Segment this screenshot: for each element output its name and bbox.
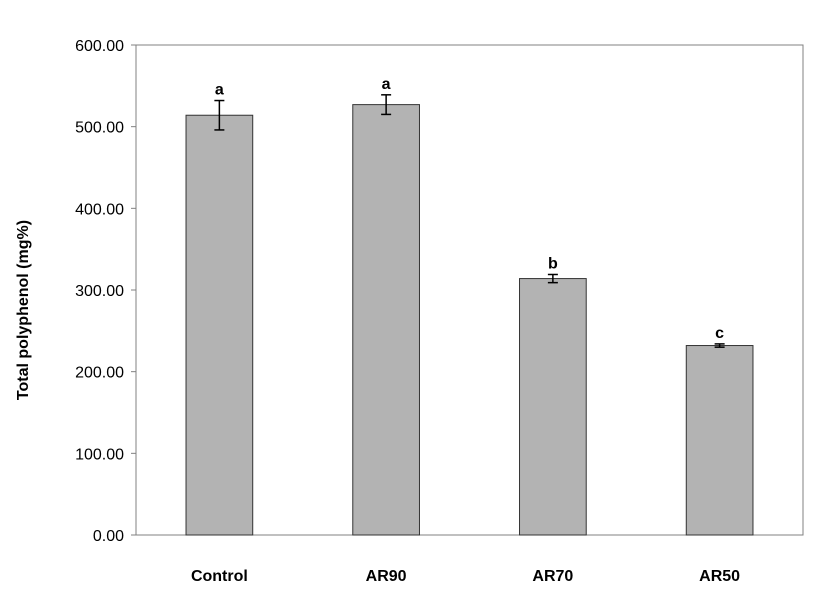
significance-letter: b — [548, 255, 558, 272]
y-tick-label: 100.00 — [75, 446, 124, 463]
bar-control — [185, 114, 254, 536]
significance-letter: c — [715, 325, 724, 342]
y-tick-label: 300.00 — [75, 283, 124, 300]
bar-ar90 — [352, 104, 420, 536]
y-tick-label: 500.00 — [75, 120, 124, 137]
bar-ar70 — [519, 278, 587, 536]
significance-letter: a — [215, 82, 224, 99]
y-tick-label: 0.00 — [93, 528, 124, 545]
error-bar-ar50 — [714, 343, 725, 348]
error-bar-ar90 — [381, 94, 392, 116]
x-axis-labels: Control AR90 AR70 AR50 — [191, 568, 740, 585]
error-bar-control — [214, 99, 225, 131]
x-category-label: Control — [191, 568, 248, 585]
error-bar-ar70 — [547, 273, 558, 284]
y-tick-label: 400.00 — [75, 201, 124, 218]
y-tick-label: 200.00 — [75, 365, 124, 382]
bars: a a b c — [185, 76, 754, 536]
x-category-label: AR50 — [699, 568, 740, 585]
y-axis-title: Total polyphenol (mg%) — [15, 220, 32, 400]
significance-letter: a — [382, 76, 391, 93]
y-tick-label: 600.00 — [75, 38, 124, 55]
y-axis-ticks: 0.00 100.00 200.00 300.00 400.00 500.00 600.00 — [75, 38, 136, 545]
bar-ar50 — [685, 345, 754, 536]
x-category-label: AR90 — [366, 568, 407, 585]
x-category-label: AR70 — [532, 568, 573, 585]
